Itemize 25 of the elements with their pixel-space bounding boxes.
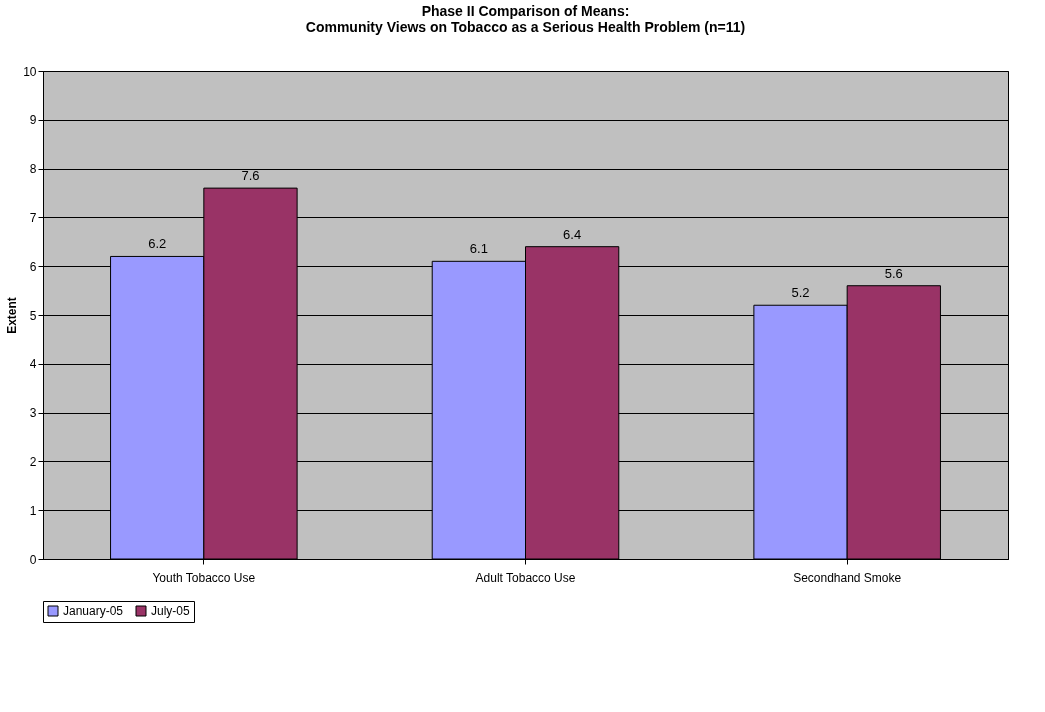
y-tick-label: 8 xyxy=(29,162,37,177)
y-tick-label: 5 xyxy=(29,308,37,323)
data-label: 5.2 xyxy=(791,285,810,301)
x-tick-label: Youth Tobacco Use xyxy=(152,570,256,585)
y-tick-label: 0 xyxy=(29,552,37,567)
text: Community Views on Tobacco as a Serious Health Problem (n=11) xyxy=(305,19,746,35)
y-tick-label: 3 xyxy=(29,406,37,421)
y-tick-label: 6 xyxy=(29,259,37,274)
y-tick-label: 9 xyxy=(29,113,37,128)
y-tick-label: 4 xyxy=(29,357,37,372)
x-tick-label: Secondhand Smoke xyxy=(793,570,902,585)
y-tick-label: 10 xyxy=(23,64,37,79)
text: Phase II Comparison of Means: xyxy=(421,3,630,19)
data-label: 5.6 xyxy=(884,265,903,281)
y-tick-label: 1 xyxy=(29,503,37,518)
legend-label: January-05 xyxy=(63,604,124,618)
data-label: 6.2 xyxy=(148,236,167,252)
y-tick-label: 2 xyxy=(29,454,37,469)
y-tick-label: 7 xyxy=(29,210,37,225)
data-label: 6.4 xyxy=(563,226,582,242)
data-label: 6.1 xyxy=(469,241,488,257)
y-axis-title: Extent xyxy=(5,297,20,334)
x-tick-label: Adult Tobacco Use xyxy=(475,570,576,585)
legend-label: July-05 xyxy=(151,604,191,618)
data-label: 7.6 xyxy=(241,168,260,184)
